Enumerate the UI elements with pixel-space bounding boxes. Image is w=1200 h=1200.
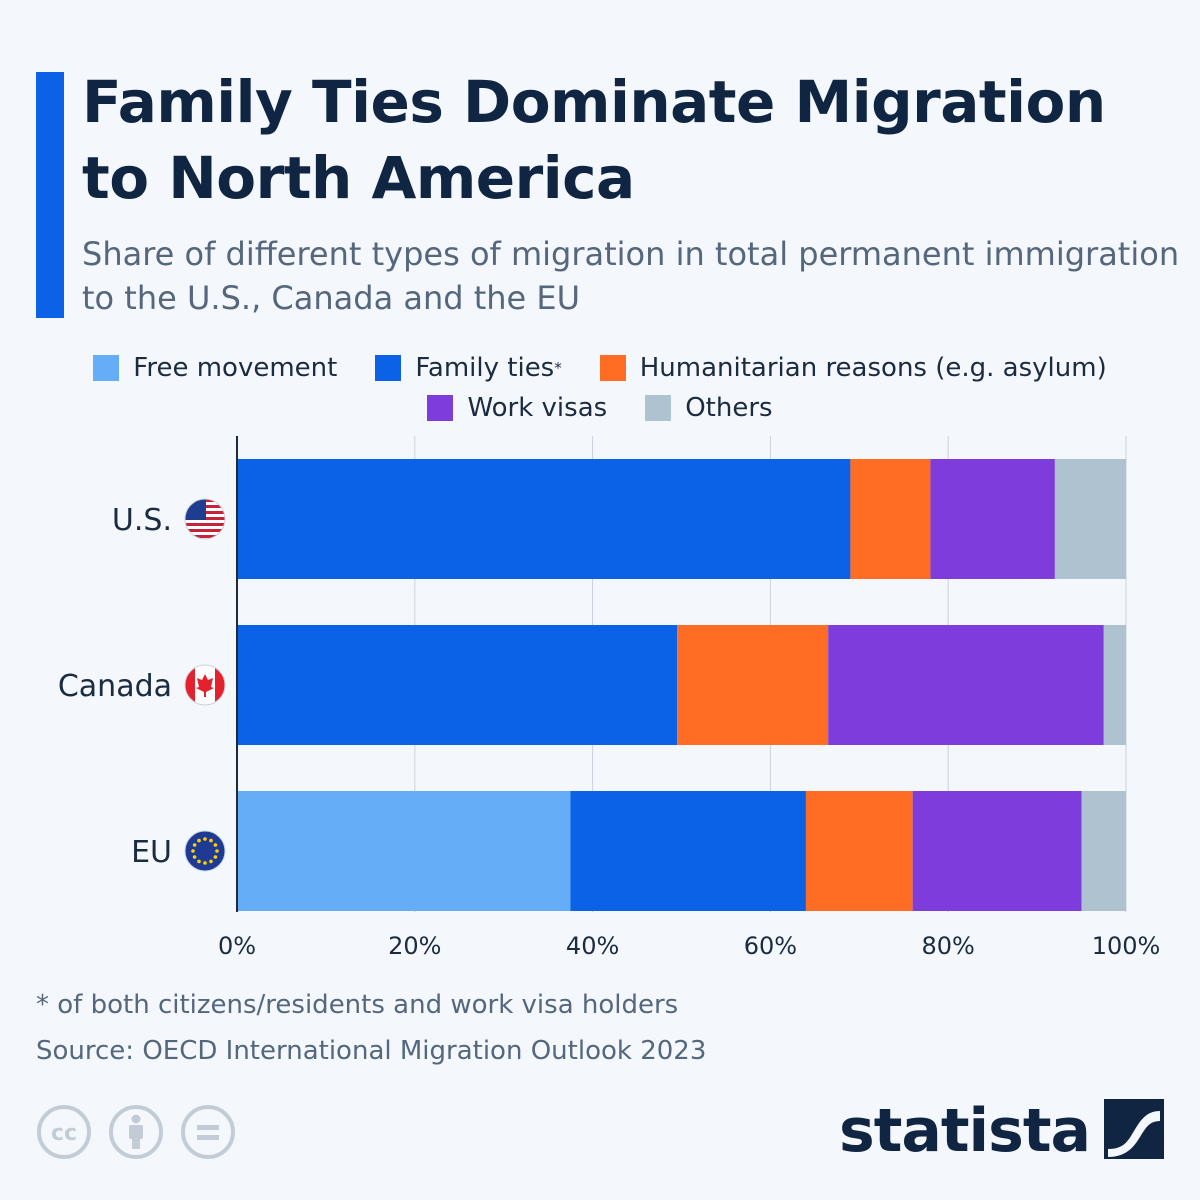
accent-bar — [36, 72, 64, 318]
legend-swatch — [93, 355, 120, 381]
legend-label: Humanitarian reasons (e.g. asylum) — [639, 353, 1107, 383]
chart-subtitle: Share of different types of migration in… — [82, 235, 1180, 317]
legend-swatch — [599, 355, 626, 381]
legend-swatch — [645, 395, 672, 421]
legend: Free movement Family ties * Humanitarian … — [0, 348, 1200, 428]
license-icons: cc — [36, 1104, 252, 1165]
category-label: Canada — [58, 669, 172, 704]
footnote: * of both citizens/residents and work vi… — [36, 990, 679, 1020]
x-tick-label: 100% — [1092, 932, 1161, 960]
bar-segment — [828, 625, 1104, 745]
bar-segment — [677, 625, 829, 745]
x-tick-label: 60% — [744, 932, 797, 960]
svg-text:cc: cc — [51, 1121, 77, 1146]
bar-segment — [237, 791, 571, 911]
creative-commons-icon[interactable]: cc — [36, 1104, 92, 1165]
category-label: EU — [131, 835, 172, 870]
bar-segment — [912, 791, 1082, 911]
legend-item-free-movement: Free movement — [93, 353, 337, 383]
x-tick-label: 80% — [922, 932, 975, 960]
bar-segment — [805, 791, 913, 911]
footnote-marker: * — [554, 358, 562, 377]
legend-item-work-visas: Work visas — [427, 393, 607, 423]
x-tick-label: 40% — [566, 932, 619, 960]
bar-segment — [237, 625, 678, 745]
stacked-bar-chart: 0% 20% 40% 60% 80% 100% U.S. Canada EU — [58, 436, 1161, 960]
legend-swatch — [375, 355, 402, 381]
bar-segment — [237, 459, 851, 579]
bar-segment — [850, 459, 931, 579]
bar-segment — [1054, 459, 1126, 579]
eu-flag-icon — [184, 830, 226, 872]
category-label: U.S. — [112, 503, 172, 538]
source-note: Source: OECD International Migration Out… — [36, 1036, 707, 1066]
legend-item-family-ties: Family ties * — [375, 353, 562, 383]
legend-label: Free movement — [133, 353, 338, 383]
x-tick-label: 0% — [218, 932, 256, 960]
legend-swatch — [427, 395, 454, 421]
bar-segment — [1081, 791, 1126, 911]
statista-mark-icon — [1104, 1098, 1164, 1164]
us-flag-icon — [184, 498, 226, 540]
x-tick-label: 20% — [388, 932, 441, 960]
legend-item-humanitarian: Humanitarian reasons (e.g. asylum) — [599, 353, 1107, 383]
chart-title: Family Ties Dominate Migration to North … — [82, 68, 1106, 212]
brand-name: statista — [838, 1096, 1091, 1166]
bar-segment — [930, 459, 1055, 579]
legend-label: Work visas — [467, 393, 608, 423]
bar-segment — [1103, 625, 1126, 745]
legend-item-others: Others — [645, 393, 773, 423]
no-derivatives-icon[interactable] — [180, 1104, 236, 1165]
statista-logo[interactable]: statista — [839, 1096, 1164, 1166]
bar-segment — [570, 791, 806, 911]
legend-label: Others — [685, 393, 773, 423]
canada-flag-icon — [184, 664, 226, 706]
legend-label: Family ties — [415, 353, 555, 383]
attribution-icon[interactable] — [108, 1104, 164, 1165]
